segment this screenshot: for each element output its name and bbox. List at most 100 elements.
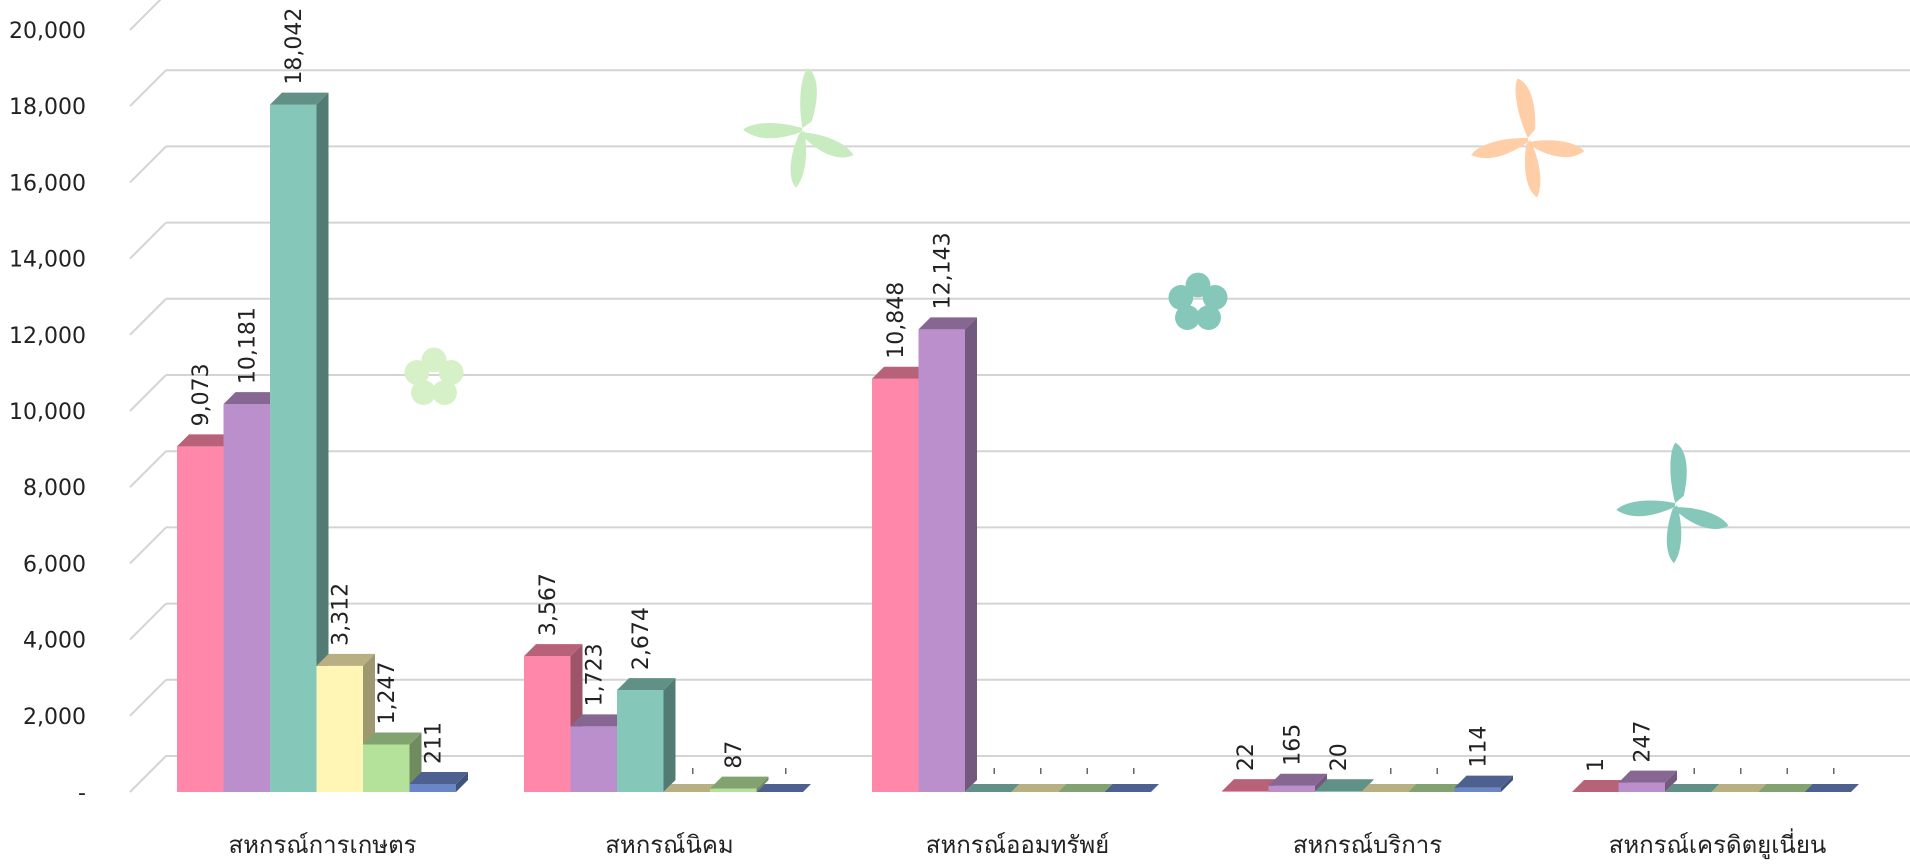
y-tick-label: 10,000 — [9, 400, 86, 425]
bar-top — [1315, 779, 1374, 792]
bar — [1268, 773, 1327, 792]
bar-top — [872, 366, 931, 379]
gridline-diagonal — [129, 221, 167, 260]
flower-petal — [1185, 272, 1211, 298]
bar — [1665, 784, 1720, 792]
bar-top — [363, 732, 422, 745]
data-label: 87 — [722, 741, 747, 769]
flower-petal — [1168, 285, 1194, 310]
x-axis: สหกรณ์การเกษตร สหกรณ์นิคม สหกรณ์ออมทรัพย์ ส… — [228, 828, 1826, 860]
bar — [1408, 784, 1463, 792]
y-tick-label: 8,000 — [23, 476, 86, 501]
flower-petal — [438, 360, 464, 385]
bar-front — [270, 104, 317, 793]
y-tick-label: 12,000 — [9, 324, 86, 349]
bar-side — [663, 678, 676, 792]
bar-front — [363, 744, 410, 792]
data-label: 247 — [1631, 721, 1656, 763]
bars — [177, 92, 1859, 793]
bar-front — [524, 656, 571, 792]
bar-front — [1315, 791, 1362, 792]
butterfly-decoration — [743, 68, 854, 188]
butterfly-wing-lower — [1524, 139, 1541, 198]
bar — [1804, 784, 1859, 792]
butterfly-wing-left — [1471, 138, 1529, 159]
data-label: 211 — [422, 722, 447, 764]
bar — [270, 92, 329, 793]
bar-top — [1454, 775, 1513, 788]
bar — [965, 784, 1020, 792]
gridline-diagonal — [129, 602, 167, 641]
data-label: 114 — [1467, 726, 1492, 768]
y-tick-label: - — [78, 781, 86, 806]
bar-top — [1758, 784, 1813, 792]
data-label: 2,674 — [629, 607, 654, 670]
bar-top — [570, 714, 629, 727]
bar — [617, 678, 676, 792]
bar-front — [872, 378, 919, 792]
butterfly-wing-right — [1530, 140, 1585, 158]
bar-top — [617, 678, 676, 691]
decorations — [404, 68, 1729, 564]
data-label: 9,073 — [189, 363, 214, 426]
butterfly-wing-upper — [1515, 78, 1536, 139]
butterfly-wing-left — [743, 122, 803, 139]
bar-front — [1222, 791, 1269, 792]
category-label: สหกรณ์นิคม — [605, 831, 733, 859]
bar-top — [223, 392, 282, 405]
gridline-diagonal — [129, 69, 167, 107]
bar — [1758, 784, 1813, 792]
flower-decoration — [404, 347, 464, 405]
bar-top — [409, 771, 468, 784]
y-tick-label: 4,000 — [23, 629, 86, 654]
y-tick-label: 6,000 — [23, 552, 86, 577]
bar-side — [316, 92, 329, 793]
data-label: 18,042 — [282, 8, 307, 85]
bar-top — [1408, 784, 1463, 792]
bar-front — [1618, 782, 1665, 792]
bar-top — [1058, 784, 1113, 792]
bar-top — [1222, 779, 1281, 792]
bar-side — [1315, 773, 1327, 792]
bar-front — [617, 690, 664, 792]
bar-side — [756, 776, 769, 792]
gridline-diagonal — [129, 145, 167, 184]
bar-top — [710, 776, 769, 789]
data-label: 1 — [1584, 758, 1609, 772]
butterfly-decoration — [1616, 442, 1729, 564]
bar-top — [316, 653, 375, 666]
bar-side — [1665, 770, 1677, 792]
butterfly-decoration — [1471, 78, 1585, 198]
butterfly-wing-upper — [800, 68, 817, 129]
gridline-diagonal — [129, 298, 167, 336]
data-label: 165 — [1281, 724, 1306, 766]
bar — [1315, 779, 1374, 792]
gridline-diagonal — [129, 679, 167, 717]
flower-decoration — [1168, 272, 1228, 330]
bar-front — [409, 783, 456, 792]
bar-top — [270, 92, 329, 105]
flower-petal — [411, 380, 436, 405]
data-label: 3,312 — [329, 583, 354, 646]
bar — [1011, 784, 1066, 792]
bar — [663, 784, 718, 792]
data-label: 10,181 — [236, 307, 261, 384]
category-label: สหกรณ์บริการ — [1293, 831, 1442, 859]
y-tick-label: 18,000 — [9, 95, 86, 120]
bar-top — [1711, 784, 1766, 792]
bar — [1711, 784, 1766, 792]
bar-top — [756, 784, 811, 792]
gridline-diagonal — [129, 374, 167, 412]
bar — [1361, 784, 1416, 792]
bar-front — [1454, 787, 1501, 792]
flower-petal — [404, 360, 430, 385]
bar — [409, 771, 468, 792]
bar-top — [1361, 784, 1416, 792]
data-label: 22 — [1234, 743, 1259, 771]
bar-front — [316, 665, 363, 792]
bar-top — [1665, 784, 1720, 792]
data-label: 1,247 — [375, 662, 400, 725]
bar — [1454, 775, 1513, 792]
bar-front — [223, 404, 270, 792]
category-label: สหกรณ์ออมทรัพย์ — [926, 831, 1109, 859]
